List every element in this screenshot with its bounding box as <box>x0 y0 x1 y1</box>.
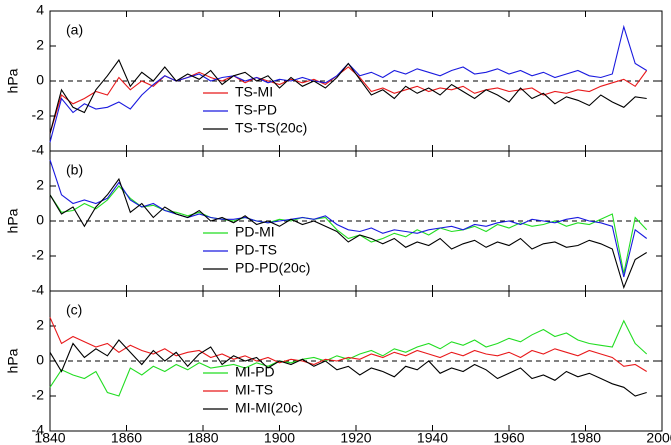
series-line <box>49 159 648 278</box>
y-tick-label: 2 <box>36 317 44 333</box>
y-tick-label: 0 <box>36 352 44 368</box>
legend-label: PD-MI <box>235 224 275 240</box>
legend-label: MI-PD <box>235 364 275 380</box>
legend-label: TS-MI <box>235 84 273 100</box>
y-tick-label: -4 <box>32 422 45 438</box>
y-axis-label: hPa <box>5 348 21 373</box>
x-tick-label: 1860 <box>111 430 142 445</box>
y-tick-label: 2 <box>36 177 44 193</box>
series-line <box>49 66 648 134</box>
series-line <box>49 185 648 274</box>
x-tick-label: 1840 <box>34 430 65 445</box>
legend-label: PD-PD(20c) <box>235 260 310 276</box>
x-tick-label: 1880 <box>187 430 218 445</box>
y-tick-label: -2 <box>32 107 45 123</box>
series-line <box>49 319 648 397</box>
x-tick-label: 2000 <box>646 430 671 445</box>
series-line <box>49 58 647 134</box>
y-tick-label: 2 <box>36 37 44 53</box>
series-line <box>49 177 647 290</box>
legend-label: MI-TS <box>235 382 273 398</box>
y-tick-label: -2 <box>32 247 45 263</box>
x-tick-label: 1900 <box>264 430 295 445</box>
x-tick-label: 1920 <box>340 430 371 445</box>
y-axis-label: hPa <box>5 68 21 93</box>
series-line <box>49 339 647 397</box>
series-line <box>49 317 647 372</box>
legend-label: MI-MI(20c) <box>235 400 303 416</box>
legend-label: TS-PD <box>235 102 277 118</box>
y-tick-label: 0 <box>36 212 44 228</box>
x-tick-label: 1980 <box>570 430 601 445</box>
legend-label: TS-TS(20c) <box>235 120 307 136</box>
y-tick-label: -2 <box>32 387 45 403</box>
panel-label: (c) <box>66 302 82 318</box>
panel-label: (a) <box>66 22 83 38</box>
panel-label: (b) <box>66 162 83 178</box>
legend-label: PD-TS <box>235 242 277 258</box>
series-line <box>49 24 647 143</box>
y-axis-label: hPa <box>5 208 21 233</box>
y-tick-label: -4 <box>32 282 45 298</box>
x-tick-label: 1940 <box>417 430 448 445</box>
y-tick-label: 0 <box>36 72 44 88</box>
y-tick-label: 4 <box>36 2 44 18</box>
y-tick-label: -4 <box>32 142 45 158</box>
x-tick-label: 1960 <box>493 430 524 445</box>
